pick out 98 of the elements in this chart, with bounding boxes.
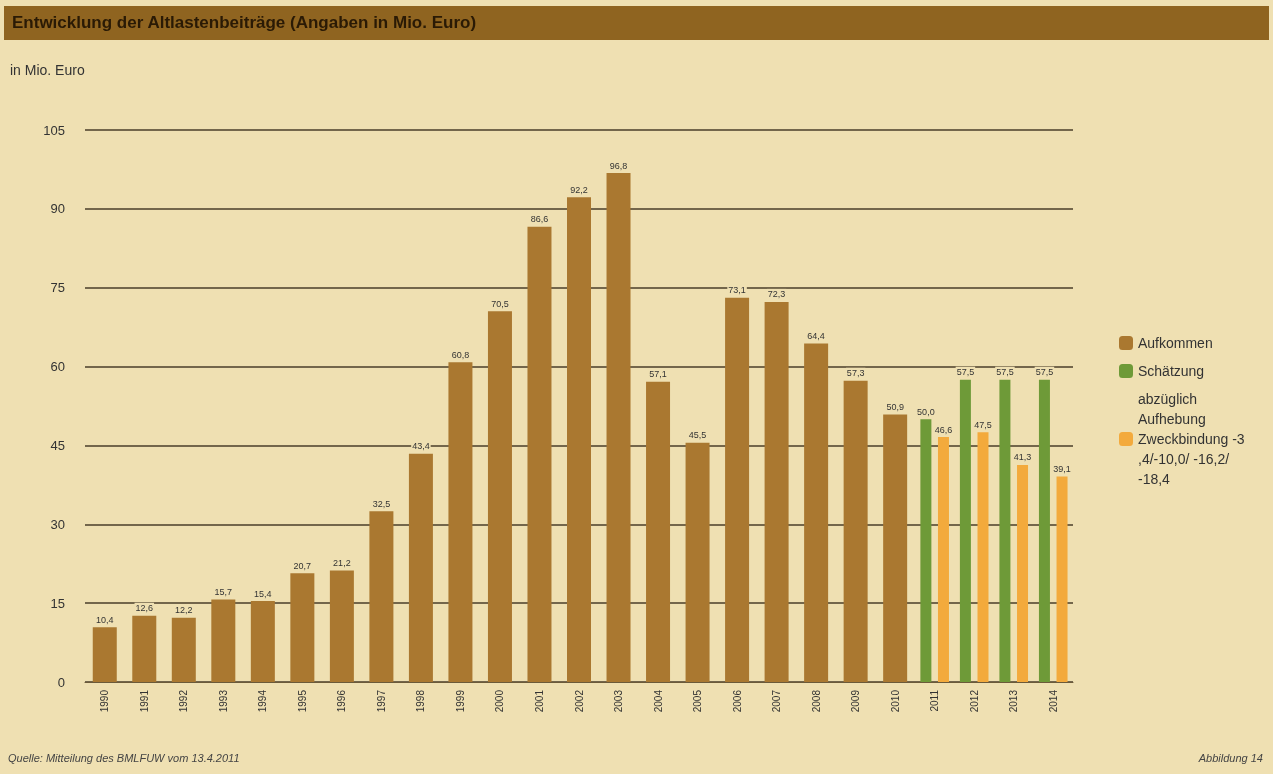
chart-title: Entwicklung der Altlastenbeiträge (Angaben in Mio. Euro)	[4, 6, 1269, 40]
y-tick-label: 15	[50, 595, 65, 611]
data-label: 57,5	[956, 367, 975, 378]
x-tick-label: 2010	[889, 689, 901, 713]
data-label: 12,6	[135, 603, 154, 614]
bar	[211, 599, 236, 682]
data-label: 20,7	[293, 560, 312, 571]
x-tick-label: 2009	[850, 689, 862, 713]
bar	[959, 379, 971, 682]
x-tick-label: 2013	[1008, 689, 1020, 713]
bar	[977, 432, 989, 682]
x-tick-label: 2014	[1047, 689, 1059, 713]
bar	[369, 511, 394, 682]
bar	[92, 627, 117, 682]
y-tick-label: 45	[50, 437, 65, 453]
y-tick-label: 60	[50, 359, 65, 375]
data-label: 57,5	[996, 367, 1014, 378]
data-label: 73,1	[728, 285, 746, 296]
bar	[132, 615, 157, 682]
data-label: 15,7	[214, 586, 233, 597]
x-tick-label: 1996	[336, 689, 348, 713]
y-tick-label: 30	[50, 516, 65, 532]
data-label: 60,8	[451, 349, 470, 360]
data-label: 43,4	[412, 441, 430, 452]
x-tick-label: 2007	[771, 689, 783, 713]
data-label: 21,2	[333, 558, 351, 569]
x-tick-label: 1997	[375, 689, 387, 713]
x-tick-label: 1993	[217, 689, 229, 713]
data-label: 50,0	[917, 406, 935, 417]
bar	[685, 442, 710, 682]
bar	[250, 601, 275, 682]
bar	[290, 573, 315, 682]
bar	[1056, 476, 1068, 682]
x-tick-label: 2005	[692, 689, 704, 713]
x-tick-label: 2006	[731, 689, 743, 713]
data-label: 15,4	[254, 588, 272, 599]
bar	[764, 301, 789, 682]
bar	[527, 226, 552, 682]
source-note: Quelle: Mitteilung des BMLFUW vom 13.4.2011	[8, 752, 240, 764]
data-label: 32,5	[372, 498, 391, 509]
data-label: 12,2	[175, 605, 193, 616]
bar	[937, 437, 949, 682]
data-label: 45,5	[688, 430, 707, 441]
data-label: 57,5	[1035, 367, 1054, 378]
bar	[804, 343, 829, 682]
y-tick-label: 90	[50, 201, 65, 217]
data-label: 96,8	[609, 160, 628, 171]
legend-label: Schätzung	[1138, 363, 1205, 379]
x-tick-label: 1992	[178, 689, 190, 713]
bar	[1017, 464, 1029, 682]
data-label: 39,1	[1053, 463, 1071, 474]
bar	[920, 419, 932, 682]
y-tick-label: 75	[50, 280, 65, 296]
x-tick-label: 2011	[929, 689, 941, 712]
x-tick-label: 2000	[494, 689, 506, 713]
bar	[329, 570, 354, 682]
data-label: 50,9	[886, 401, 904, 412]
bar	[171, 617, 196, 682]
bar	[883, 414, 908, 682]
data-label: 10,4	[95, 614, 114, 625]
x-tick-label: 2002	[573, 689, 585, 713]
x-tick-label: 2004	[652, 689, 664, 713]
x-tick-label: 1991	[138, 689, 150, 713]
bar	[567, 197, 591, 682]
x-tick-label: 1998	[415, 689, 427, 713]
y-tick-label: 105	[43, 122, 65, 138]
x-tick-label: 1999	[454, 689, 466, 713]
y-tick-label: 0	[57, 674, 65, 690]
data-label: 70,5	[491, 298, 509, 309]
data-label: 46,6	[934, 424, 953, 435]
bar	[448, 362, 473, 682]
bar	[646, 381, 671, 682]
data-label: 86,6	[530, 214, 549, 225]
y-axis-title: in Mio. Euro	[10, 62, 85, 78]
data-label: 41,3	[1013, 452, 1032, 463]
x-tick-label: 2003	[613, 689, 625, 713]
x-tick-label: 1995	[296, 689, 308, 713]
legend-label: abzüglich Aufhebung Zweckbindung -3,4/-10,0/ -16,2/-18,4	[1138, 391, 1245, 487]
x-tick-label: 1994	[257, 689, 269, 713]
bar	[843, 380, 868, 682]
x-tick-label: 2012	[968, 689, 980, 713]
data-label: 92,2	[570, 184, 588, 195]
data-label: 72,3	[767, 289, 786, 300]
data-label: 57,1	[649, 369, 667, 380]
bar	[606, 173, 631, 682]
bar	[408, 453, 433, 682]
bar	[999, 379, 1011, 682]
data-label: 47,5	[974, 419, 992, 430]
x-tick-label: 1990	[99, 689, 111, 713]
data-label: 57,3	[846, 368, 865, 379]
legend-label: Aufkommen	[1138, 335, 1213, 351]
bar	[487, 311, 512, 682]
x-tick-label: 2008	[810, 689, 822, 713]
bar	[1038, 379, 1050, 682]
text: Abbildung 14	[1198, 752, 1263, 764]
data-label: 64,4	[807, 330, 825, 341]
bar	[725, 297, 750, 682]
x-tick-label: 2001	[533, 689, 545, 713]
